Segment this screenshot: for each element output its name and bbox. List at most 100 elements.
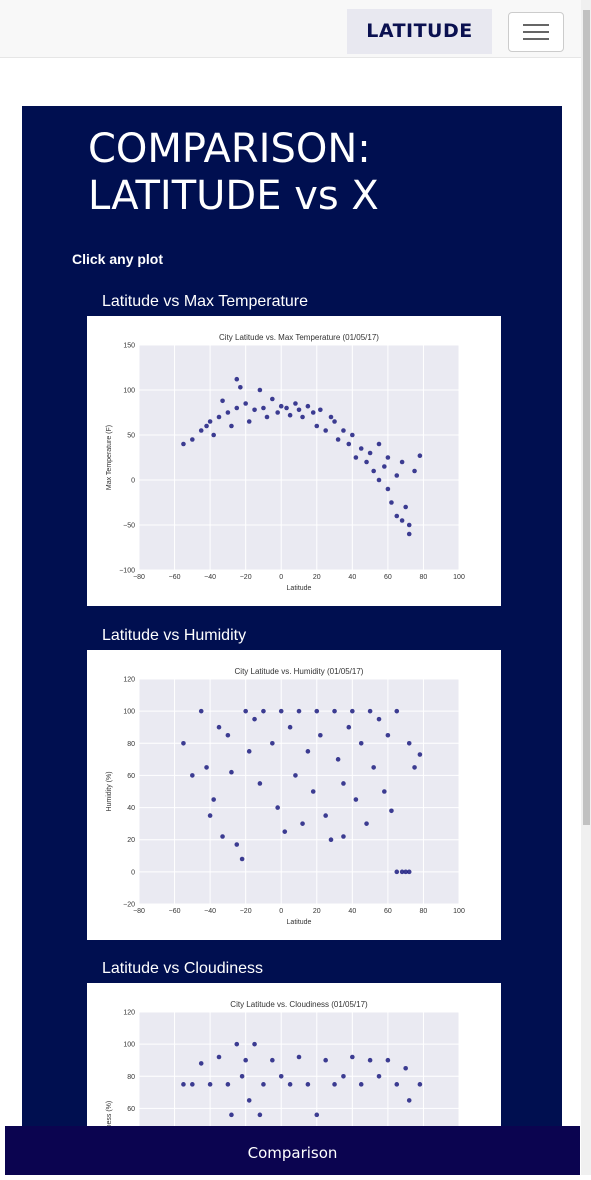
y-tick-label: 100 [123, 388, 135, 395]
point [190, 773, 195, 778]
point [261, 708, 266, 714]
point [300, 414, 305, 420]
point [278, 403, 284, 409]
y-tick-label: −20 [123, 902, 135, 909]
x-tick-label: 40 [348, 574, 356, 581]
point [190, 437, 195, 442]
section-heading: Latitude vs Cloudiness [102, 960, 263, 977]
point [403, 869, 408, 875]
y-tick-label: −100 [119, 568, 135, 575]
point [364, 821, 369, 826]
y-tick-label: 120 [123, 677, 135, 684]
point [296, 708, 302, 714]
point [412, 765, 417, 770]
point [346, 441, 352, 447]
point [270, 1057, 275, 1063]
point [358, 1082, 364, 1087]
point [305, 1082, 311, 1087]
point [385, 732, 391, 738]
x-tick-label: −40 [204, 574, 216, 581]
x-tick-label: 80 [420, 574, 428, 581]
point [238, 385, 243, 390]
plot-image[interactable]: −80 −60 −40 −20 0 20 40 60 80 100 −100 −50 0 50 100 150… [87, 316, 501, 606]
y-tick-label: 80 [127, 741, 135, 748]
point [181, 740, 186, 746]
y-tick-label: 0 [131, 478, 135, 485]
y-axis-label: Cloudiness (%) [106, 1101, 113, 1148]
x-tick-label: 0 [279, 908, 283, 915]
point [243, 1057, 248, 1063]
point [287, 1082, 293, 1087]
point [399, 518, 405, 523]
point [335, 757, 341, 762]
x-axis-label: Latitude [287, 919, 312, 926]
x-tick-label: −60 [169, 908, 181, 915]
point [389, 500, 394, 505]
point [399, 869, 405, 875]
point [204, 423, 209, 429]
point [382, 789, 387, 794]
plot-image[interactable]: −80 −60 −40 −20 0 20 40 60 80 100 −20 0 20 40 60 80 100 1… [87, 650, 501, 940]
point [367, 708, 373, 714]
point [216, 724, 222, 730]
point [234, 1041, 240, 1047]
point [296, 407, 302, 413]
x-tick-label: 20 [313, 908, 321, 915]
point [346, 724, 352, 730]
point [376, 716, 382, 722]
x-tick-label: −20 [240, 574, 252, 581]
point [225, 732, 231, 738]
footer[interactable]: Comparison [5, 1126, 580, 1175]
y-tick-label: 80 [127, 1074, 135, 1081]
point [332, 708, 337, 714]
menu-toggle[interactable] [508, 12, 564, 52]
point [385, 1057, 391, 1063]
point [252, 407, 257, 413]
point [270, 740, 275, 746]
point [234, 376, 240, 382]
point [190, 1082, 195, 1087]
point [417, 453, 423, 458]
point [371, 765, 376, 770]
x-tick-label: −20 [240, 908, 252, 915]
x-tick-label: 20 [313, 574, 321, 581]
point [417, 752, 423, 757]
point [314, 708, 320, 714]
point [278, 708, 284, 714]
point [229, 1112, 234, 1118]
point [341, 781, 346, 786]
point [220, 398, 225, 404]
point [323, 428, 328, 433]
point [394, 708, 400, 714]
plot-area [139, 679, 459, 904]
scrollbar-thumb[interactable] [583, 10, 590, 825]
point [198, 428, 204, 433]
plot: −80 −60 −40 −20 0 20 40 60 80 100 −20 0 20 40 60 80 100 1… [106, 667, 465, 926]
point [270, 396, 275, 402]
point [394, 1082, 400, 1087]
point [287, 724, 293, 730]
y-tick-label: 150 [123, 343, 135, 350]
point [216, 1054, 222, 1060]
x-tick-label: 40 [348, 908, 356, 915]
point [358, 446, 364, 451]
point [239, 856, 245, 862]
brand-button[interactable]: LATITUDE [347, 9, 492, 54]
point [394, 869, 400, 875]
point [296, 1054, 302, 1060]
point [234, 842, 240, 847]
point [246, 419, 252, 424]
point [211, 432, 216, 438]
point [399, 459, 405, 465]
x-tick-label: −80 [133, 908, 145, 915]
point [385, 455, 391, 460]
point [305, 749, 311, 754]
point [220, 834, 225, 839]
point [257, 387, 263, 393]
point [341, 1073, 346, 1079]
point [305, 403, 311, 409]
point [353, 797, 359, 802]
point [198, 708, 204, 714]
point [181, 441, 186, 447]
